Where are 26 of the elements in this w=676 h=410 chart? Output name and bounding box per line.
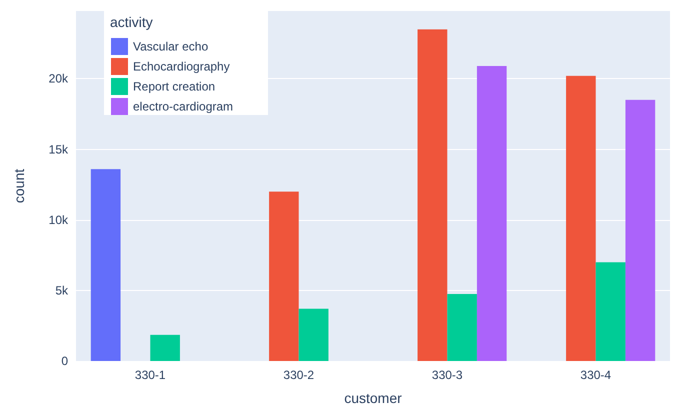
bar	[476, 66, 507, 361]
bar	[596, 262, 626, 361]
bar	[298, 308, 328, 361]
x-tick-label: 330-2	[283, 368, 314, 382]
bar	[566, 76, 596, 361]
x-tick-label: 330-4	[580, 368, 612, 382]
y-tick-label: 5k	[55, 283, 69, 298]
y-tick-label: 20k	[48, 72, 69, 86]
legend-label: Vascular echo	[133, 40, 208, 54]
legend-title: activity	[110, 14, 153, 30]
bar	[150, 334, 180, 361]
x-axis-title: customer	[344, 390, 402, 406]
y-tick-label: 0	[61, 354, 68, 368]
legend-label: Echocardiography	[133, 60, 230, 74]
bar	[418, 29, 448, 361]
bar	[447, 294, 477, 361]
legend-label: electro-cardiogram	[133, 100, 234, 114]
x-tick-label: 330-3	[432, 368, 463, 382]
bar	[625, 100, 656, 361]
bar	[269, 192, 299, 361]
x-tick-label: 330-1	[134, 368, 166, 382]
y-tick-label: 10k	[48, 212, 69, 227]
y-tick-label: 15k	[48, 142, 69, 156]
legend-label: Report creation	[133, 80, 216, 94]
y-axis-title: count	[11, 168, 27, 204]
bar	[90, 169, 121, 361]
